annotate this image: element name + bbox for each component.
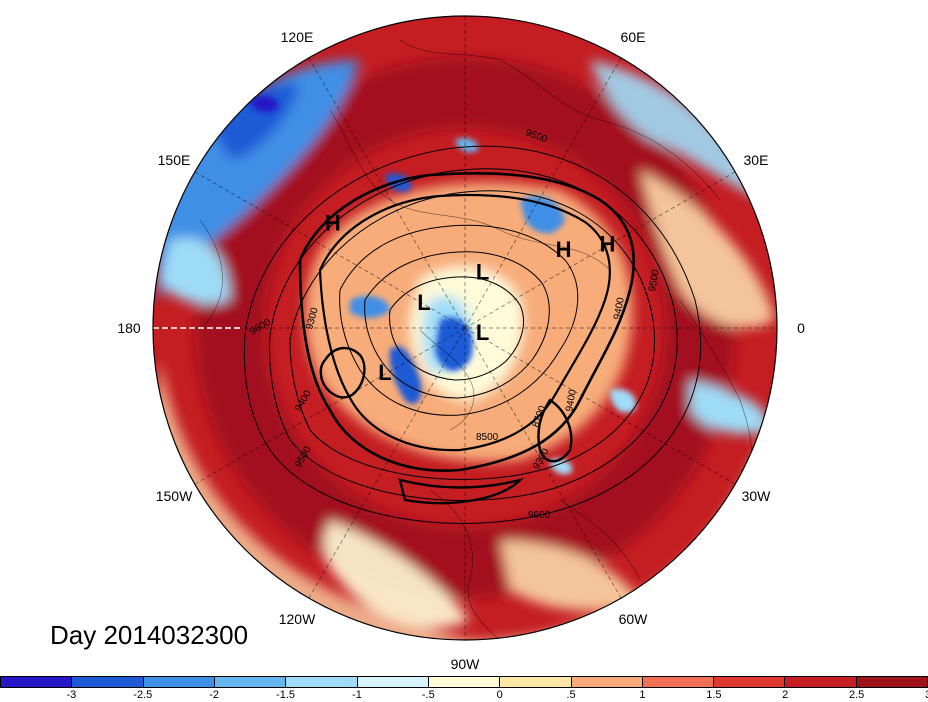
colorbar-tick-label: 0 bbox=[496, 689, 503, 701]
colorbar-tick-label: -2.5 bbox=[133, 689, 153, 701]
contour-label: 9400 bbox=[564, 388, 579, 412]
colorbar-tick-label: -.5 bbox=[421, 689, 435, 701]
longitude-label: 150W bbox=[155, 488, 193, 504]
contour-labels: 9600 9500 9400 9300 9300 8700 8500 9400 … bbox=[248, 127, 662, 521]
longitude-label: 120W bbox=[278, 610, 316, 627]
day-label: Day 2014032300 bbox=[50, 620, 249, 650]
colorbar-tick-label: -1.5 bbox=[276, 689, 296, 701]
longitude-label: 60E bbox=[620, 29, 646, 45]
contour-label: 8500 bbox=[476, 432, 499, 443]
colorbar-tick-label: -3 bbox=[66, 689, 77, 701]
colorbar-tick-label: -2 bbox=[209, 689, 220, 701]
longitude-label: 180 bbox=[117, 320, 141, 336]
colorbar-swatch bbox=[143, 677, 215, 687]
high-pressure-marker: H bbox=[556, 237, 572, 262]
longitude-label: 30E bbox=[743, 152, 769, 168]
anomaly-field bbox=[153, 16, 777, 640]
colorbar-swatch bbox=[214, 677, 287, 687]
high-pressure-marker: H bbox=[325, 211, 341, 236]
colorbar-swatch bbox=[286, 677, 358, 687]
colorbar-tick-label: 2.5 bbox=[848, 689, 865, 701]
colorbar-swatch bbox=[357, 677, 429, 687]
colorbar-swatch bbox=[856, 677, 928, 687]
longitude-label: 150E bbox=[157, 152, 191, 168]
colorbar-tick-label: 1.5 bbox=[706, 689, 722, 701]
contour-label: 9400 bbox=[612, 296, 627, 320]
colorbar-swatch bbox=[642, 677, 715, 687]
colorbar-swatch bbox=[1, 677, 73, 687]
low-pressure-marker: L bbox=[378, 360, 391, 385]
longitude-label: 60W bbox=[618, 610, 648, 627]
low-pressure-marker: L bbox=[417, 290, 430, 315]
contour-label: 9600 bbox=[528, 510, 551, 521]
low-pressure-marker: L bbox=[476, 260, 489, 285]
colorbar-tick-label: 1 bbox=[639, 689, 646, 701]
graticule bbox=[153, 16, 777, 640]
longitude-label: 120E bbox=[280, 29, 314, 45]
contour-label: 9500 bbox=[647, 268, 662, 292]
height-contours bbox=[243, 145, 702, 524]
longitude-label: 30W bbox=[741, 488, 771, 504]
colorbar-swatch bbox=[428, 677, 501, 687]
map-boundary bbox=[152, 15, 778, 641]
colorbar-tick-label: 3 bbox=[925, 689, 928, 701]
colorbar-tick-label: .5 bbox=[566, 689, 576, 701]
longitude-label: 0 bbox=[797, 320, 805, 336]
colorbar-swatch bbox=[714, 677, 786, 687]
high-pressure-marker: H bbox=[599, 232, 615, 257]
colorbar-swatch bbox=[500, 677, 572, 687]
colorbar-swatch bbox=[785, 677, 857, 687]
colorbar-tick-label: 2 bbox=[782, 689, 789, 701]
colorbar bbox=[0, 676, 928, 688]
low-pressure-marker: L bbox=[476, 320, 489, 345]
colorbar-swatch bbox=[571, 677, 643, 687]
longitude-label: 90W bbox=[450, 656, 480, 672]
colorbar-tick-label: -1 bbox=[352, 689, 362, 701]
colorbar-swatch bbox=[72, 677, 144, 687]
pressure-centers: H H H L L L L bbox=[325, 211, 615, 385]
